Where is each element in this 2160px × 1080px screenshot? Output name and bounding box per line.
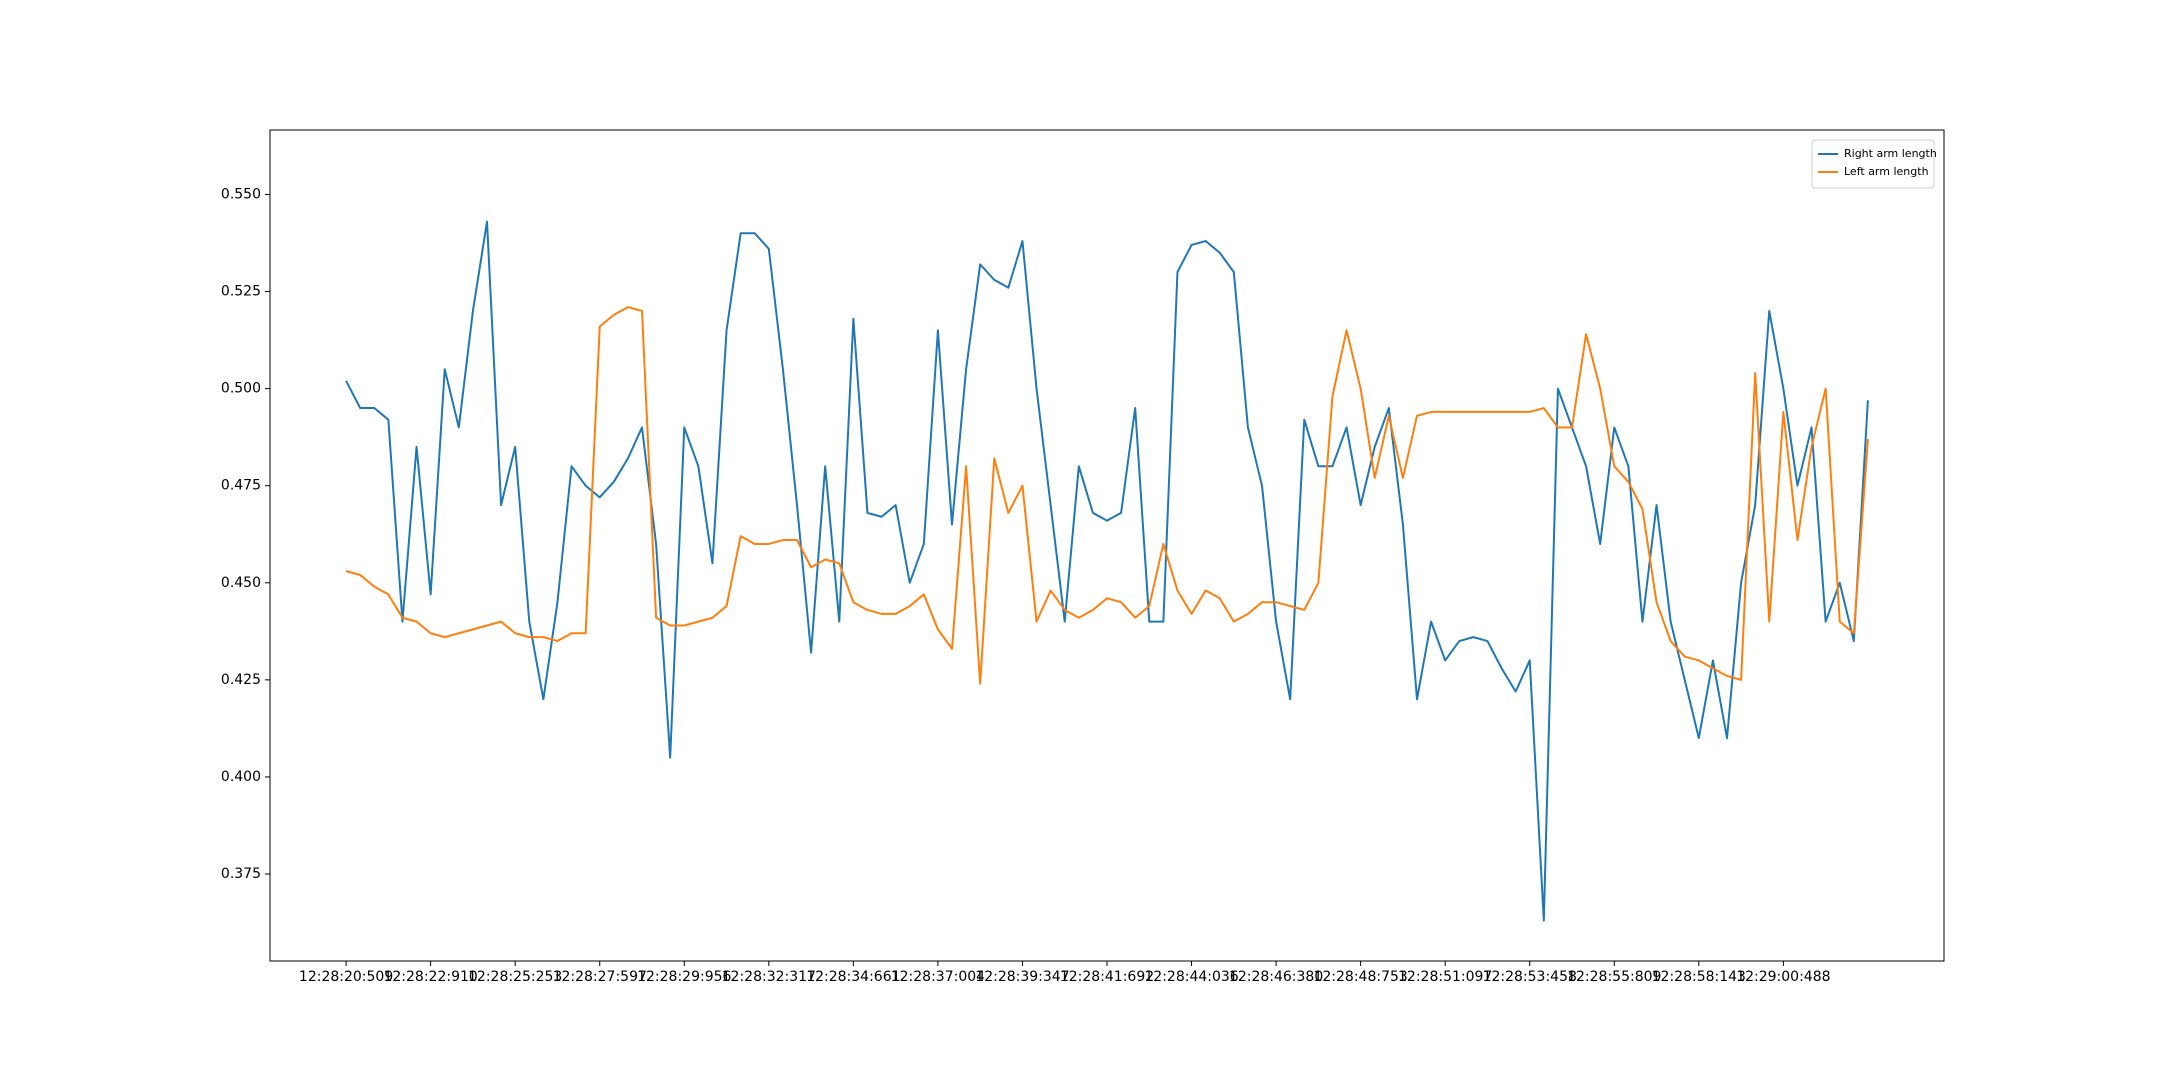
series-line bbox=[345, 220, 1869, 922]
legend-label: Left arm length bbox=[1844, 165, 1929, 178]
x-tick-label: 12:28:55:809 bbox=[1567, 969, 1661, 985]
y-tick-label: 0.500 bbox=[221, 381, 261, 397]
x-tick-label: 12:28:27:597 bbox=[553, 969, 647, 985]
x-tick-label: 12:28:20:509 bbox=[299, 969, 393, 985]
plot-frame bbox=[269, 129, 1945, 962]
x-tick-label: 12:28:44:036 bbox=[1144, 969, 1238, 985]
y-tick-label: 0.550 bbox=[221, 186, 261, 202]
y-tick-label: 0.425 bbox=[221, 672, 261, 688]
legend-box bbox=[1811, 139, 1935, 189]
y-tick-label: 0.450 bbox=[221, 575, 261, 591]
x-tick-label: 12:28:25:253 bbox=[468, 969, 562, 985]
x-tick-label: 12:28:32:317 bbox=[722, 969, 816, 985]
x-tick-label: 12:28:48:753 bbox=[1313, 969, 1407, 985]
x-tick-label: 12:28:58:143 bbox=[1652, 969, 1746, 985]
x-tick-label: 12:28:39:347 bbox=[975, 969, 1069, 985]
x-tick-label: 12:28:51:097 bbox=[1398, 969, 1492, 985]
y-tick-label: 0.475 bbox=[221, 478, 261, 494]
x-tick-label: 12:28:46:380 bbox=[1229, 969, 1323, 985]
x-tick-label: 12:28:29:956 bbox=[637, 969, 731, 985]
x-tick-label: 12:28:37:004 bbox=[891, 969, 985, 985]
x-tick-label: 12:28:53:458 bbox=[1483, 969, 1577, 985]
x-tick-label: 12:28:34:661 bbox=[806, 969, 900, 985]
y-tick-label: 0.525 bbox=[221, 284, 261, 300]
series-line bbox=[345, 306, 1869, 685]
y-tick-label: 0.400 bbox=[221, 769, 261, 785]
x-tick-label: 12:29:00:488 bbox=[1736, 969, 1830, 985]
x-tick-label: 12:28:41:692 bbox=[1060, 969, 1154, 985]
x-tick-label: 12:28:22:910 bbox=[383, 969, 477, 985]
y-tick-label: 0.375 bbox=[221, 866, 261, 882]
legend-label: Right arm length bbox=[1844, 147, 1937, 160]
